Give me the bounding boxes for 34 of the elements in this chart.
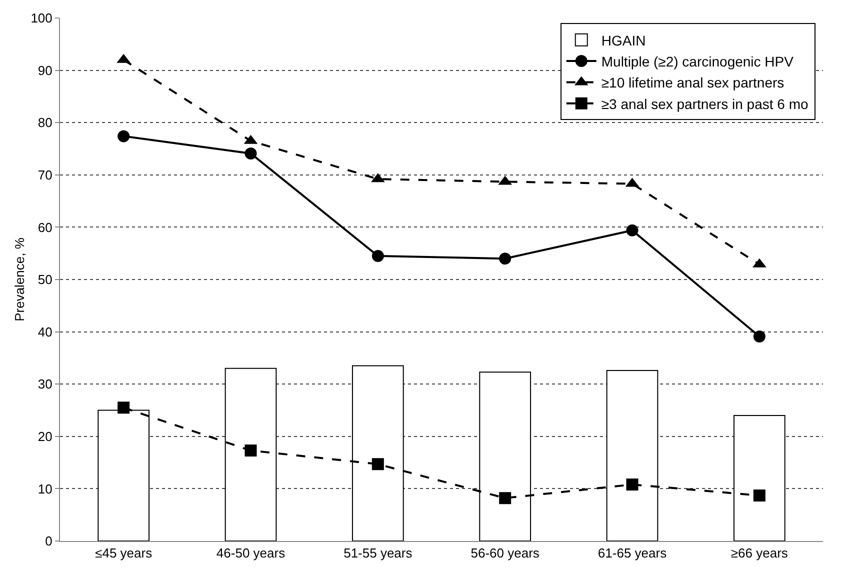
- point: [118, 130, 130, 142]
- point: [499, 492, 512, 504]
- legend-label: ≥10 lifetime anal sex partners: [601, 74, 784, 91]
- point: [626, 224, 638, 236]
- y-tick-label: 40: [38, 324, 52, 340]
- x-tick-label: 61-65 years: [598, 546, 668, 561]
- y-tick-label: 0: [45, 534, 52, 549]
- y-axis-title: Prevalence, %: [12, 237, 27, 322]
- legend-label: Multiple (≥2) carcinogenic HPV: [601, 53, 794, 70]
- point: [244, 444, 257, 457]
- y-tick-label: 90: [38, 62, 52, 78]
- point: [753, 330, 766, 343]
- y-tick-label: 30: [38, 376, 52, 392]
- y-tick-label: 100: [30, 10, 52, 26]
- legend-label: ≥3 anal sex partners in past 6 mo: [601, 96, 808, 112]
- x-tick-label: ≥66 years: [730, 546, 788, 561]
- x-tick-label: 51-55 years: [344, 546, 413, 561]
- point: [372, 458, 384, 470]
- y-tick-label: 70: [38, 167, 52, 182]
- point: [118, 402, 130, 414]
- point: [499, 252, 512, 265]
- point: [372, 250, 384, 262]
- x-tick-label: ≤45 years: [95, 546, 153, 561]
- legend-label: HGAIN: [601, 32, 646, 48]
- y-tick-label: 60: [38, 220, 52, 235]
- x-tick-label: 56-60 years: [470, 546, 540, 561]
- y-tick-label: 10: [38, 481, 52, 496]
- point: [244, 147, 257, 160]
- point: [753, 490, 766, 502]
- y-tick-label: 80: [38, 115, 52, 130]
- point: [626, 478, 638, 491]
- y-tick-label: 20: [38, 428, 52, 444]
- y-tick-label: 50: [38, 272, 52, 288]
- x-tick-label: 46-50 years: [216, 546, 286, 561]
